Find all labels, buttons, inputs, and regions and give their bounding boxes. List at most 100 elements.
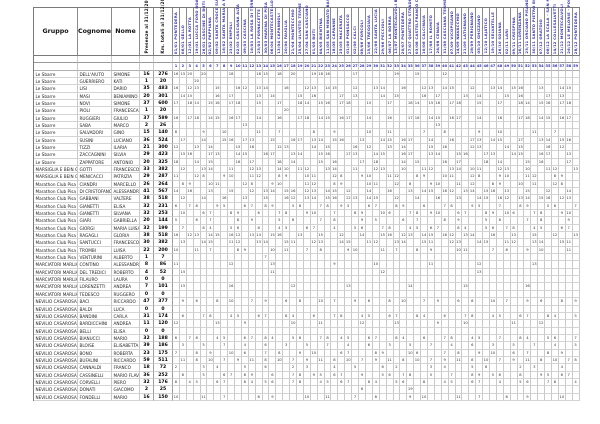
cell-gruppo: Le Sbarre (34, 77, 78, 86)
event-km-cell: 4 (228, 312, 236, 321)
event-km-cell (372, 364, 380, 372)
event-km-cell: 8 (235, 246, 242, 255)
event-km-cell (214, 268, 222, 277)
event-km-cell (400, 77, 408, 86)
cell-gruppo: MARCIATORI MARLIA (34, 261, 78, 269)
event-km-cell (200, 151, 208, 159)
event-km-cell: 14 (421, 188, 428, 196)
event-km-cell (297, 305, 304, 313)
event-km-cell (510, 305, 518, 313)
event-km-cell (262, 261, 270, 269)
event-km-cell (345, 92, 353, 100)
event-km-cell: 17 (407, 114, 415, 122)
event-km-cell (572, 305, 580, 313)
event-column-header: 27/07 QUATTRO STRADE BIENTINA (407, 0, 415, 56)
event-column-header-label: 08/06 FORCOLI (358, 19, 364, 54)
event-km-cell: 17 (455, 114, 463, 122)
event-column-header: 09/02 SANTA CROCE SULL'ARNO (214, 0, 222, 56)
event-km-cell (476, 386, 484, 394)
event-km-cell (338, 143, 346, 152)
event-column-header-label: 11/05 SAN MINIATO BASSO (324, 0, 330, 54)
event-km-cell (565, 283, 573, 291)
event-km-cell: 14 (545, 136, 552, 144)
event-km-cell (538, 92, 546, 100)
event-km-cell: 8 (331, 356, 339, 365)
event-km-cell: 12 (235, 232, 242, 240)
event-km-cell (276, 283, 284, 291)
event-km-cell (489, 261, 497, 269)
event-km-cell (572, 151, 580, 159)
event-km-cell (359, 342, 366, 350)
cell-km-totali: 188 (154, 334, 173, 343)
event-km-cell (290, 129, 298, 137)
event-km-cell (421, 283, 428, 291)
event-km-cell (269, 195, 277, 203)
event-km-cell: 15 (228, 188, 236, 196)
event-column-header: 05/10 GHIZZANO (476, 8, 484, 56)
event-km-cell: 8 (558, 180, 566, 188)
event-km-cell (303, 334, 311, 343)
event-km-cell (297, 312, 304, 321)
cell-km-totali: 483 (154, 85, 173, 93)
event-km-cell (469, 268, 477, 277)
event-km-cell: 12 (228, 261, 236, 269)
event-km-cell (462, 173, 470, 181)
event-km-cell (359, 364, 366, 372)
event-km-cell (290, 276, 298, 284)
event-km-cell: 13 (345, 283, 353, 291)
event-km-cell: 10 (365, 180, 373, 188)
event-km-cell (248, 320, 256, 328)
event-km-cell: 14 (400, 143, 408, 152)
event-km-cell (352, 342, 360, 350)
event-km-cell: 14 (310, 143, 318, 152)
event-km-cell (496, 393, 504, 401)
cell-presenze: 29 (140, 173, 154, 181)
event-km-cell: 9 (558, 349, 566, 357)
event-km-cell: 12 (551, 165, 559, 174)
event-km-cell: 7 (303, 246, 311, 255)
event-km-cell (427, 305, 435, 313)
event-km-cell: 8 (469, 298, 477, 306)
event-km-cell: 18 (235, 99, 242, 108)
event-km-cell (386, 393, 394, 401)
cell-presenze: 32 (140, 202, 154, 211)
event-km-cell (524, 276, 532, 284)
event-km-cell (496, 232, 504, 240)
event-km-cell (290, 224, 298, 233)
event-km-cell: 14 (365, 188, 373, 196)
event-km-cell (179, 173, 187, 181)
cell-nome: RICCARDO (112, 356, 140, 365)
event-km-cell (538, 121, 546, 130)
event-km-cell (572, 283, 580, 291)
event-km-cell: 17 (228, 99, 236, 108)
event-km-cell (207, 371, 215, 379)
event-km-cell: 14 (338, 239, 346, 247)
event-km-cell (365, 246, 373, 255)
event-km-cell: 16 (338, 114, 346, 122)
event-km-cell (297, 77, 304, 86)
event-km-cell (173, 151, 180, 159)
event-km-cell: 8 (338, 312, 346, 321)
event-km-cell (441, 276, 449, 284)
event-km-cell: 10 (372, 261, 380, 269)
event-km-cell (455, 364, 463, 372)
event-km-cell (565, 165, 573, 174)
event-km-cell (262, 210, 270, 218)
event-km-cell: 9 (248, 371, 256, 379)
event-km-cell: 9 (269, 180, 277, 188)
event-km-cell (352, 378, 360, 387)
event-km-cell (248, 364, 256, 372)
event-km-cell (365, 268, 373, 277)
event-km-cell: 12 (303, 188, 311, 196)
event-km-cell (572, 188, 580, 196)
event-km-cell (476, 246, 484, 255)
event-km-cell (386, 276, 394, 284)
cell-presenze: 22 (140, 246, 154, 255)
event-km-cell: 12 (179, 195, 187, 203)
cell-nome: LUCA (112, 305, 140, 313)
event-km-cell (441, 121, 449, 130)
event-number-cell: 43 (462, 63, 470, 71)
event-km-cell (193, 129, 201, 137)
event-km-cell: 7 (400, 371, 408, 379)
event-km-cell (379, 129, 387, 137)
